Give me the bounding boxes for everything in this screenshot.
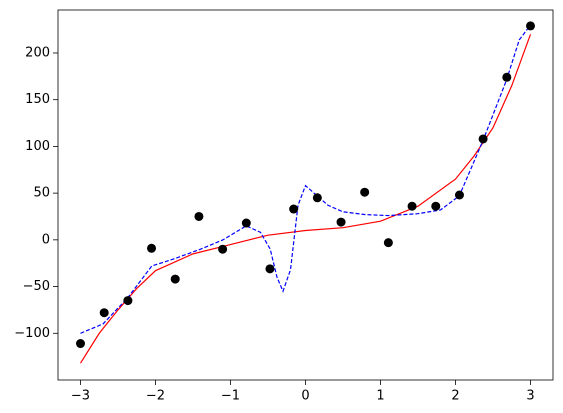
- point: [123, 296, 133, 306]
- point: [147, 243, 157, 253]
- x-tick-label: 1: [376, 389, 384, 404]
- y-tick-label: −100: [14, 326, 50, 341]
- point: [218, 244, 228, 254]
- plot-area: [76, 21, 535, 364]
- point: [360, 187, 370, 197]
- x-tick-label: −1: [221, 389, 240, 404]
- y-tick-label: −50: [23, 279, 50, 294]
- x-tick-label: 0: [301, 389, 309, 404]
- point: [383, 238, 393, 248]
- y-tick-label: 200: [25, 45, 50, 60]
- y-tick-label: 0: [42, 232, 50, 247]
- curve: [79, 34, 532, 364]
- x-tick-label: 3: [526, 389, 534, 404]
- y-tick-label: 50: [33, 186, 50, 201]
- point: [478, 134, 488, 144]
- y-tick-label: 150: [25, 92, 50, 107]
- point: [407, 201, 417, 211]
- point: [312, 193, 322, 203]
- point: [526, 21, 535, 31]
- curve: [80, 24, 531, 334]
- point: [76, 339, 85, 349]
- x-tick-label: −3: [71, 389, 90, 404]
- x-tick-label: 2: [451, 389, 459, 404]
- point: [454, 190, 464, 200]
- point: [502, 72, 512, 82]
- point: [336, 217, 346, 227]
- point: [265, 264, 275, 274]
- point: [99, 308, 109, 318]
- point: [431, 201, 441, 211]
- point: [194, 211, 204, 221]
- point: [289, 204, 299, 214]
- point: [241, 218, 251, 228]
- y-tick-label: 100: [25, 139, 50, 154]
- x-tick-label: −2: [146, 389, 165, 404]
- axes-frame: [57, 9, 554, 381]
- point: [170, 274, 180, 284]
